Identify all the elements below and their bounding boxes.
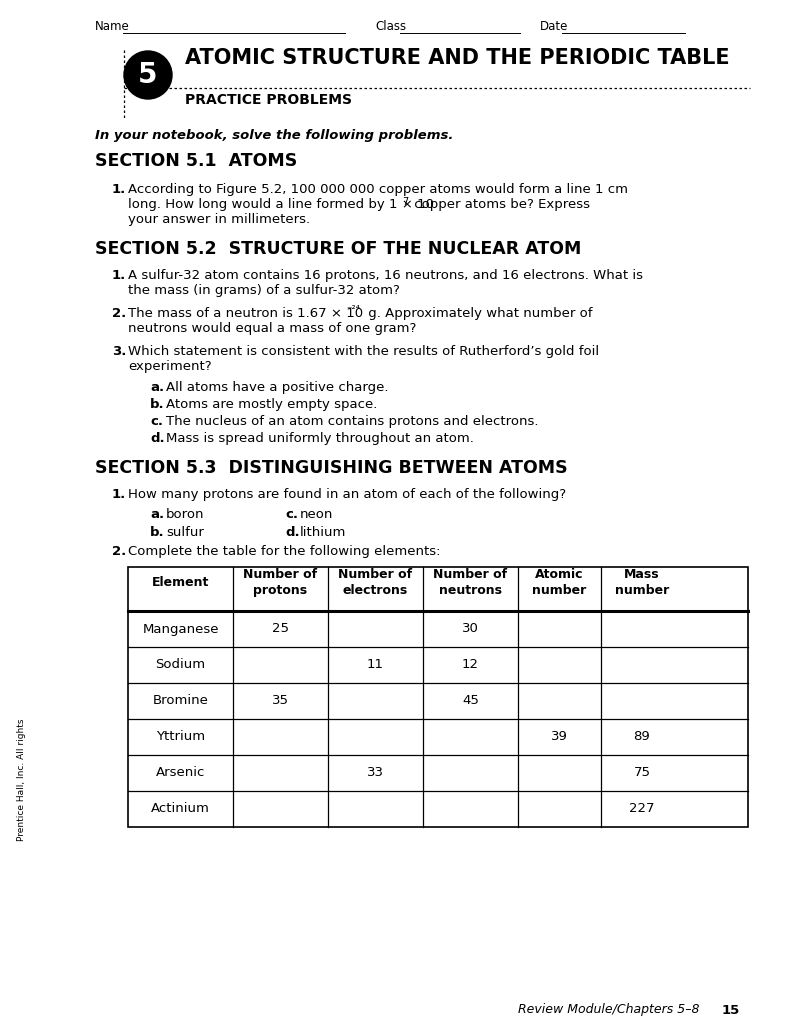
Text: experiment?: experiment? xyxy=(128,360,212,373)
Text: PRACTICE PROBLEMS: PRACTICE PROBLEMS xyxy=(185,93,352,106)
Text: 75: 75 xyxy=(634,767,650,779)
Text: Name: Name xyxy=(95,20,130,33)
Text: sulfur: sulfur xyxy=(166,526,204,539)
Text: 35: 35 xyxy=(272,694,289,708)
Text: your answer in millimeters.: your answer in millimeters. xyxy=(128,213,310,226)
Text: 15: 15 xyxy=(721,1004,740,1017)
Text: 2.: 2. xyxy=(112,307,127,319)
Text: lithium: lithium xyxy=(300,526,346,539)
Text: 1.: 1. xyxy=(112,488,127,501)
Text: a.: a. xyxy=(150,381,164,394)
Text: 89: 89 xyxy=(634,730,650,743)
Text: c.: c. xyxy=(150,415,163,428)
Text: SECTION 5.1  ATOMS: SECTION 5.1 ATOMS xyxy=(95,152,297,170)
Text: 2.: 2. xyxy=(112,545,127,558)
Text: Class: Class xyxy=(375,20,406,33)
Text: copper atoms be? Express: copper atoms be? Express xyxy=(410,198,590,211)
Circle shape xyxy=(124,51,172,99)
Text: neon: neon xyxy=(300,508,333,521)
Text: a.: a. xyxy=(150,508,164,521)
Text: Yttrium: Yttrium xyxy=(156,730,205,743)
Text: neutrons: neutrons xyxy=(439,584,502,597)
Text: 5: 5 xyxy=(138,61,157,89)
Text: Bromine: Bromine xyxy=(153,694,209,708)
Text: 33: 33 xyxy=(367,767,384,779)
Text: ⁻²⁴: ⁻²⁴ xyxy=(346,305,360,315)
Text: 11: 11 xyxy=(367,658,384,672)
Text: Element: Element xyxy=(152,575,209,589)
Text: Which statement is consistent with the results of Rutherford’s gold foil: Which statement is consistent with the r… xyxy=(128,345,599,358)
Text: Actinium: Actinium xyxy=(151,803,210,815)
Text: Complete the table for the following elements:: Complete the table for the following ele… xyxy=(128,545,441,558)
Text: 227: 227 xyxy=(630,803,655,815)
Text: d.: d. xyxy=(285,526,300,539)
Text: Date: Date xyxy=(540,20,569,33)
Bar xyxy=(128,567,748,827)
Text: Atoms are mostly empty space.: Atoms are mostly empty space. xyxy=(166,398,377,411)
Text: Mass is spread uniformly throughout an atom.: Mass is spread uniformly throughout an a… xyxy=(166,432,474,445)
Text: electrons: electrons xyxy=(343,584,408,597)
Text: d.: d. xyxy=(150,432,165,445)
Text: b.: b. xyxy=(150,526,165,539)
Text: Manganese: Manganese xyxy=(142,623,219,636)
Text: Arsenic: Arsenic xyxy=(156,767,205,779)
Text: The nucleus of an atom contains protons and electrons.: The nucleus of an atom contains protons … xyxy=(166,415,539,428)
Text: 7: 7 xyxy=(402,197,408,207)
Text: In your notebook, solve the following problems.: In your notebook, solve the following pr… xyxy=(95,129,453,142)
Text: Prentice Hall, Inc. All rights: Prentice Hall, Inc. All rights xyxy=(17,719,27,842)
Text: 1.: 1. xyxy=(112,183,127,196)
Text: 39: 39 xyxy=(551,730,568,743)
Text: g. Approximately what number of: g. Approximately what number of xyxy=(364,307,592,319)
Text: SECTION 5.2  STRUCTURE OF THE NUCLEAR ATOM: SECTION 5.2 STRUCTURE OF THE NUCLEAR ATO… xyxy=(95,240,581,258)
Text: b.: b. xyxy=(150,398,165,411)
Text: 30: 30 xyxy=(462,623,479,636)
Text: Number of: Number of xyxy=(339,568,413,581)
Text: SECTION 5.3  DISTINGUISHING BETWEEN ATOMS: SECTION 5.3 DISTINGUISHING BETWEEN ATOMS xyxy=(95,459,568,477)
Text: Review Module/Chapters 5–8: Review Module/Chapters 5–8 xyxy=(518,1004,700,1017)
Text: number: number xyxy=(532,584,587,597)
Text: Mass: Mass xyxy=(624,568,660,581)
Text: 45: 45 xyxy=(462,694,479,708)
Text: 25: 25 xyxy=(272,623,289,636)
Text: 3.: 3. xyxy=(112,345,127,358)
Text: According to Figure 5.2, 100 000 000 copper atoms would form a line 1 cm: According to Figure 5.2, 100 000 000 cop… xyxy=(128,183,628,196)
Text: 1.: 1. xyxy=(112,269,127,282)
Text: How many protons are found in an atom of each of the following?: How many protons are found in an atom of… xyxy=(128,488,566,501)
Text: 12: 12 xyxy=(462,658,479,672)
Text: long. How long would a line formed by 1 × 10: long. How long would a line formed by 1 … xyxy=(128,198,434,211)
Text: ATOMIC STRUCTURE AND THE PERIODIC TABLE: ATOMIC STRUCTURE AND THE PERIODIC TABLE xyxy=(185,48,729,68)
Text: All atoms have a positive charge.: All atoms have a positive charge. xyxy=(166,381,388,394)
Text: number: number xyxy=(615,584,669,597)
Text: neutrons would equal a mass of one gram?: neutrons would equal a mass of one gram? xyxy=(128,322,416,335)
Text: Sodium: Sodium xyxy=(156,658,206,672)
Text: A sulfur-32 atom contains 16 protons, 16 neutrons, and 16 electrons. What is: A sulfur-32 atom contains 16 protons, 16… xyxy=(128,269,643,282)
Text: Atomic: Atomic xyxy=(536,568,584,581)
Text: Number of: Number of xyxy=(244,568,317,581)
Text: boron: boron xyxy=(166,508,205,521)
Text: The mass of a neutron is 1.67 × 10: The mass of a neutron is 1.67 × 10 xyxy=(128,307,363,319)
Text: c.: c. xyxy=(285,508,298,521)
Text: the mass (in grams) of a sulfur-32 atom?: the mass (in grams) of a sulfur-32 atom? xyxy=(128,284,400,297)
Text: protons: protons xyxy=(253,584,308,597)
Text: Number of: Number of xyxy=(433,568,508,581)
